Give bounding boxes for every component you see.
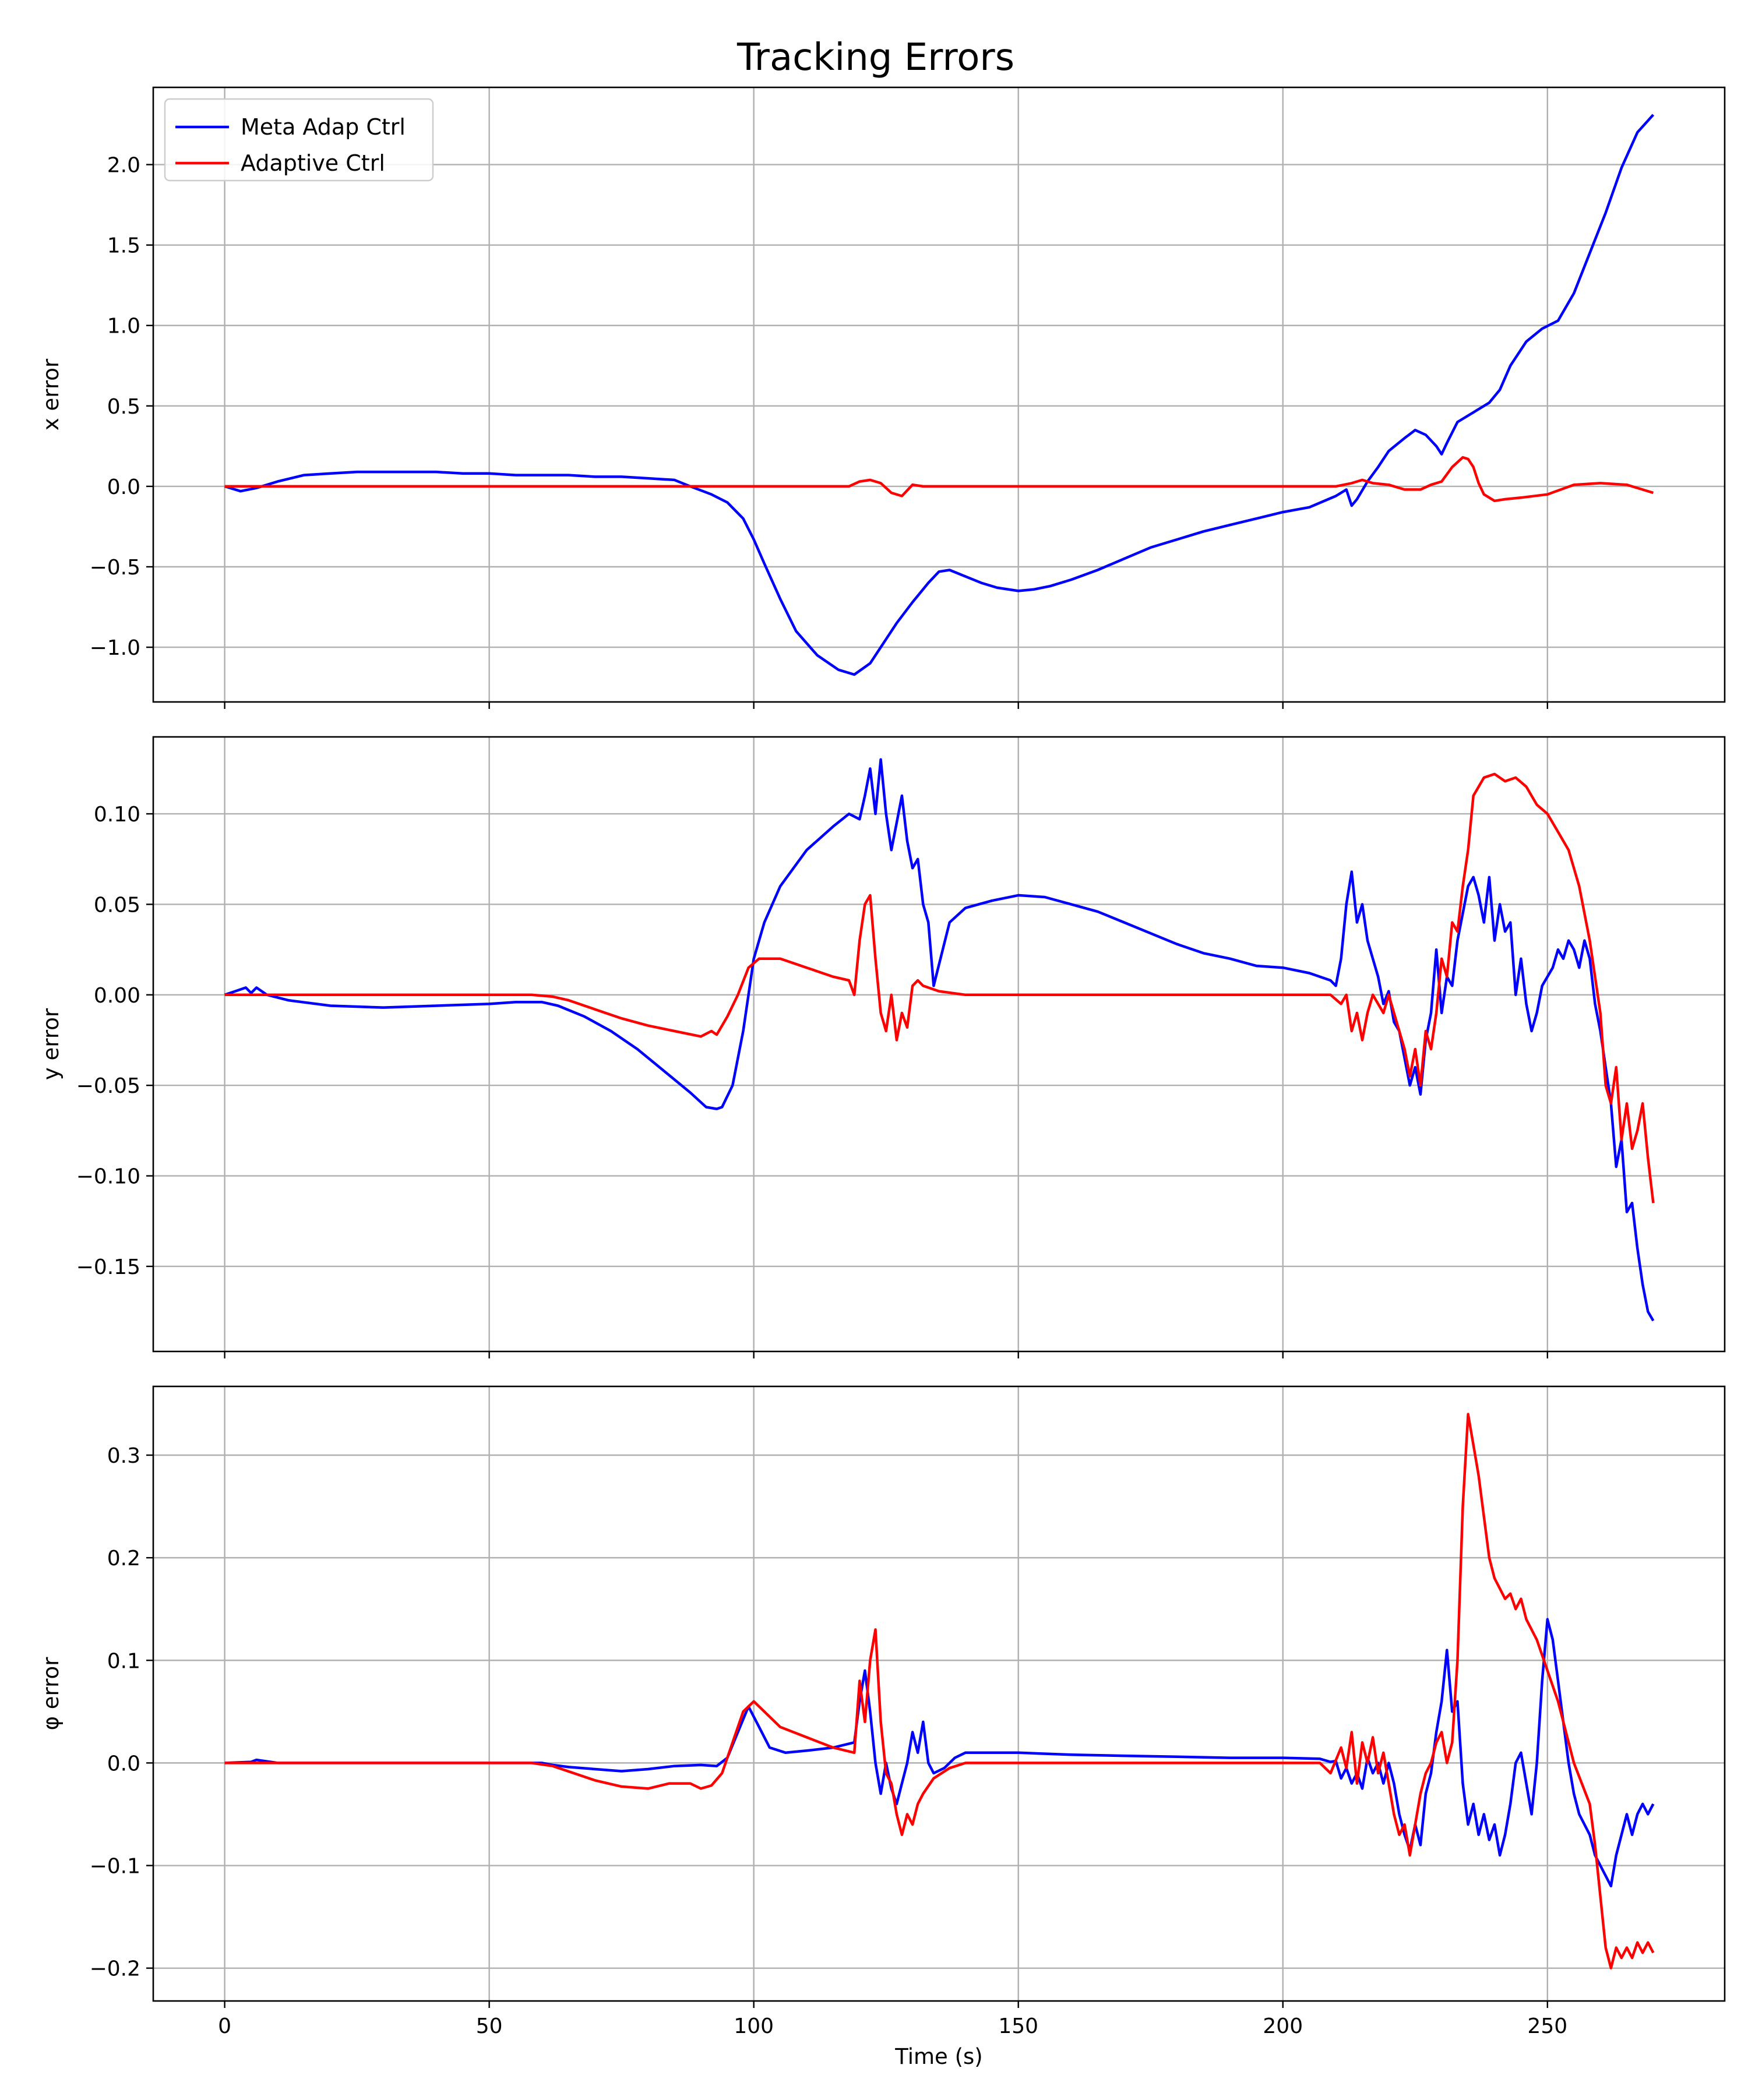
phi-error-xtick-label: 100 — [734, 2014, 774, 2038]
x-error-ytick-label: 1.0 — [107, 315, 140, 338]
phi-error-xtick-label: 200 — [1263, 2014, 1303, 2038]
y-error-ytick-label: −0.10 — [76, 1165, 140, 1189]
phi-error-ytick-label: 0.2 — [107, 1547, 140, 1570]
y-error-ytick-label: −0.15 — [76, 1255, 140, 1279]
x-error-plot-area — [153, 87, 1725, 702]
phi-error-xtick-label: 0 — [218, 2014, 231, 2038]
phi-error-xtick-label: 150 — [998, 2014, 1038, 2038]
y-error-series-meta-adap-ctrl — [224, 758, 1655, 1322]
chart-title: Tracking Errors — [736, 36, 1014, 79]
x-error-series-adaptive-ctrl — [224, 456, 1654, 503]
x-error-ytick-label: −0.5 — [90, 556, 140, 580]
y-error-ylabel: y error — [38, 1008, 64, 1080]
x-error-ytick-label: 0.5 — [107, 395, 140, 419]
legend-box — [164, 98, 434, 182]
phi-error-ytick-label: 0.3 — [107, 1444, 140, 1468]
x-error-panel: −1.0 −0.5 0.0 0.5 1.0 1.5 2.0 x error Meta Adap … — [38, 86, 1726, 709]
x-error-ytick-label: −1.0 — [90, 636, 140, 660]
x-error-series-meta-adap-ctrl — [224, 114, 1655, 676]
y-error-plot-area — [153, 737, 1725, 1351]
x-error-ytick-label: 0.0 — [107, 475, 140, 499]
x-error-ylabel: x error — [38, 358, 64, 430]
phi-error-series-meta-adap-ctrl — [224, 1618, 1655, 1887]
y-error-ytick-label: 0.05 — [94, 893, 140, 917]
phi-error-plot-area — [153, 1386, 1725, 2001]
phi-error-ytick-label: −0.2 — [90, 1957, 140, 1981]
legend-label-adaptive-ctrl: Adaptive Ctrl — [241, 150, 385, 176]
x-error-frame — [152, 86, 1726, 703]
phi-error-ylabel: φ error — [38, 1657, 64, 1731]
legend-label-meta-adap-ctrl: Meta Adap Ctrl — [241, 114, 406, 140]
x-error-ytick-label: 1.5 — [107, 234, 140, 258]
phi-error-panel: 0 50 100 150 200 250 −0.2 −0.1 0.0 0.1 0.2 0.3 φ err… — [38, 1385, 1726, 2069]
phi-error-frame — [152, 1385, 1726, 2002]
phi-error-xtick-label: 250 — [1527, 2014, 1567, 2038]
x-error-ytick-label: 2.0 — [107, 154, 140, 178]
y-error-ytick-label: 0.00 — [94, 984, 140, 1008]
phi-error-ytick-label: 0.0 — [107, 1752, 140, 1776]
phi-error-ytick-label: 0.1 — [107, 1649, 140, 1673]
y-error-frame — [152, 736, 1726, 1353]
legend: Meta Adap Ctrl Adaptive Ctrl — [164, 98, 434, 182]
y-error-series-adaptive-ctrl — [224, 772, 1655, 1203]
phi-error-ytick-label: −0.1 — [90, 1855, 140, 1879]
phi-error-series-adaptive-ctrl — [224, 1413, 1655, 1970]
x-axis-label: Time (s) — [894, 2044, 982, 2069]
phi-error-xtick-label: 50 — [476, 2014, 503, 2038]
y-error-ytick-label: 0.10 — [94, 803, 140, 827]
y-error-panel: −0.15 −0.10 −0.05 0.00 0.05 0.10 y error — [38, 736, 1726, 1358]
y-error-ytick-label: −0.05 — [76, 1074, 140, 1098]
